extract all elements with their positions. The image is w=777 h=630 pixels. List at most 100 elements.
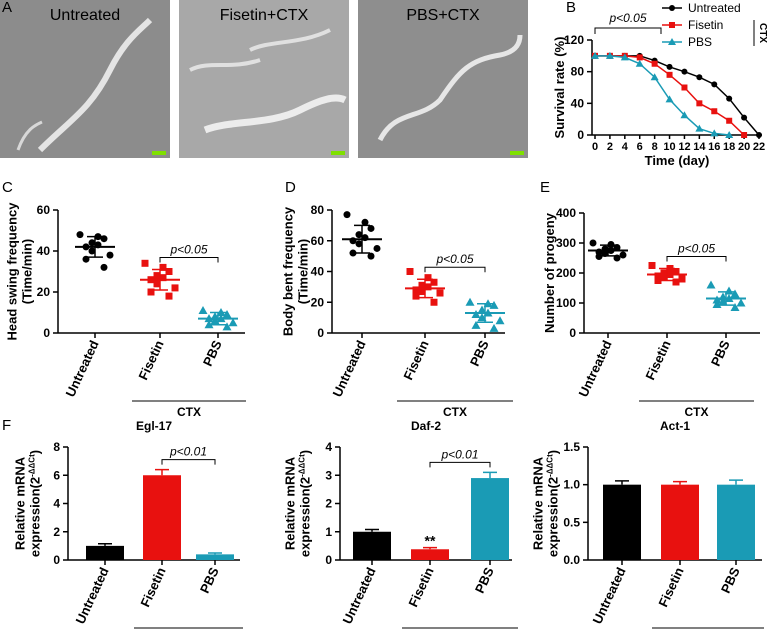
x-tick-label: 14 xyxy=(693,141,706,153)
marker xyxy=(222,322,232,331)
x-tick-label: Untreated xyxy=(72,565,111,626)
x-tick-label: 20 xyxy=(738,141,750,153)
error-bar xyxy=(729,479,743,485)
marker xyxy=(648,262,656,269)
marker xyxy=(668,38,676,45)
significance-bracket xyxy=(424,266,486,273)
error-bar xyxy=(365,528,379,532)
sd-whisker xyxy=(152,268,168,291)
worm xyxy=(37,17,153,153)
marker xyxy=(651,60,658,67)
x-tick-label: PBS xyxy=(467,338,492,369)
y-axis-label: Relative mRNAexpression(2-ΔΔCt) xyxy=(13,450,43,557)
y-tick-label: 0 xyxy=(53,553,60,567)
chart-title: Egl-17 xyxy=(136,419,172,433)
y-tick-label: 400 xyxy=(556,206,576,220)
significance-label: p<0.05 xyxy=(435,252,473,266)
error-bar xyxy=(155,468,169,476)
marker xyxy=(228,318,238,327)
marker xyxy=(678,275,686,283)
marker xyxy=(159,274,167,282)
sd-whisker xyxy=(718,291,734,306)
x-tick-label: 16 xyxy=(708,141,720,153)
marker xyxy=(355,231,363,239)
marker xyxy=(696,74,703,81)
y-tick-label: 1.5 xyxy=(563,440,580,454)
marker xyxy=(595,253,603,260)
series-line xyxy=(595,55,760,136)
marker xyxy=(418,281,426,289)
sd-whisker xyxy=(600,244,616,257)
scale-bar xyxy=(510,151,524,155)
marker xyxy=(436,289,444,297)
panel-label: A xyxy=(2,0,12,16)
image-caption: Fisetin+CTX xyxy=(220,7,309,24)
y-tick-label: 3 xyxy=(325,468,332,482)
marker xyxy=(660,269,668,277)
bar xyxy=(196,554,234,560)
y-axis-label: Number of progeny xyxy=(542,212,557,333)
x-tick-label: PBS xyxy=(200,338,225,369)
bar xyxy=(86,545,124,560)
marker xyxy=(672,268,680,275)
x-tick-label: Untreated xyxy=(589,565,628,626)
marker xyxy=(412,292,420,300)
marker xyxy=(756,132,762,138)
marker xyxy=(412,286,420,294)
marker xyxy=(367,224,375,232)
marker xyxy=(406,268,414,275)
y-axis-label: Head swing frequency(Time/min) xyxy=(5,202,35,341)
marker xyxy=(76,231,84,239)
marker xyxy=(355,240,363,248)
marker xyxy=(635,59,644,67)
y-tick-label: 40 xyxy=(311,265,325,279)
series-line xyxy=(595,55,730,136)
y-tick-label: 6 xyxy=(53,468,60,482)
marker xyxy=(171,284,179,292)
marker xyxy=(367,252,375,260)
y-tick-label: 80 xyxy=(571,65,585,79)
panel-label: B xyxy=(566,0,576,16)
y-tick-label: 40 xyxy=(37,244,51,258)
y-axis-label-line: (Time/min) xyxy=(296,239,311,305)
marker xyxy=(666,71,673,78)
marker xyxy=(681,68,688,75)
x-tick-label: Fisetin xyxy=(400,338,431,382)
y-tick-label: 4 xyxy=(53,497,60,511)
y-axis-label: Relative mRNAexpression(2-ΔΔCt) xyxy=(531,450,561,557)
worm xyxy=(189,28,331,72)
legend-label: Untreated xyxy=(688,1,741,15)
marker xyxy=(141,259,149,267)
marker xyxy=(100,263,108,271)
significance-label: p<0.01 xyxy=(169,445,207,459)
marker xyxy=(741,114,748,121)
y-tick-label: 60 xyxy=(37,203,51,217)
marker xyxy=(165,292,173,300)
bar xyxy=(353,531,391,560)
y-tick-label: 0 xyxy=(325,553,332,567)
bar xyxy=(471,478,509,560)
marker xyxy=(153,272,161,280)
y-axis-label-end: ) xyxy=(298,450,313,454)
marker xyxy=(349,249,357,257)
x-tick-label: PBS xyxy=(197,565,222,596)
y-tick-label: 60 xyxy=(311,234,325,248)
marker xyxy=(222,310,232,319)
significance-bracket xyxy=(594,27,662,34)
y-tick-label: 200 xyxy=(556,266,576,280)
marker xyxy=(681,84,688,91)
y-axis-label-line: Number of progeny xyxy=(542,212,557,333)
y-axis-label-end: ) xyxy=(546,450,561,454)
x-tick-label: Untreated xyxy=(575,338,614,399)
y-tick-label: 20 xyxy=(311,295,325,309)
y-axis-label-line: (Time/min) xyxy=(20,239,35,305)
marker xyxy=(654,272,662,280)
y-tick-label: 1 xyxy=(325,525,332,539)
scale-bar xyxy=(331,151,345,155)
marker xyxy=(495,316,505,325)
marker xyxy=(711,108,718,115)
y-axis-label-line: Body bent frequency xyxy=(281,206,296,336)
group-label: CTX xyxy=(685,405,709,419)
x-tick-label: 6 xyxy=(637,141,643,153)
marker xyxy=(198,305,208,314)
